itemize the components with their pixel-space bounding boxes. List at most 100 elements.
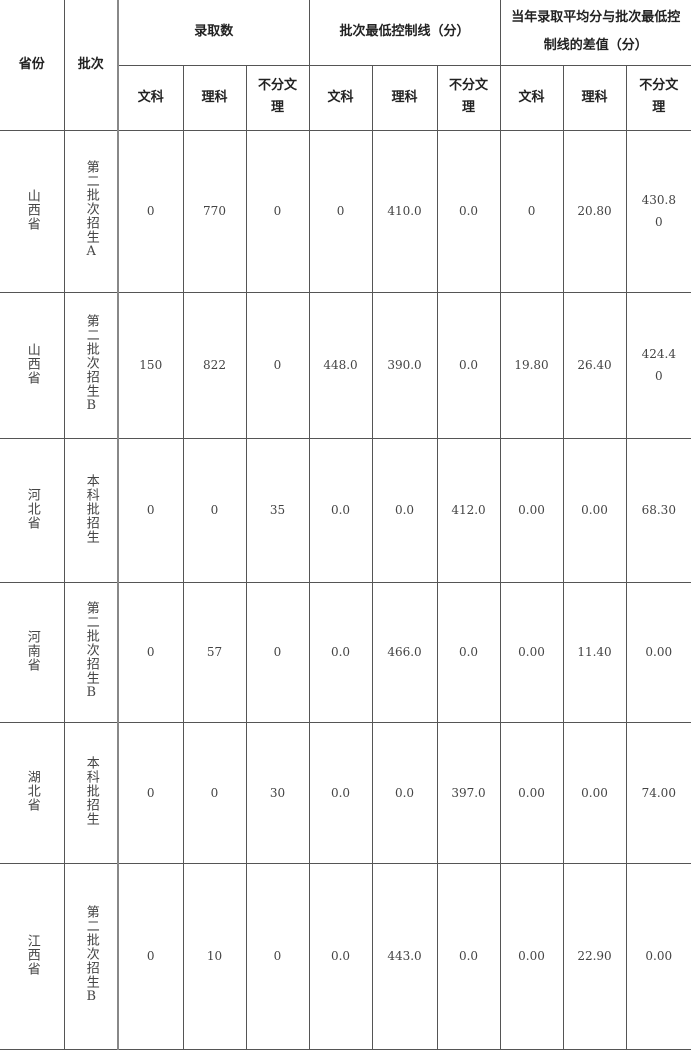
province-cell-text: 河北省 <box>24 487 40 530</box>
value-cell-text: 11.40 <box>577 645 612 659</box>
value-cell-text: 0.00 <box>645 645 673 659</box>
value-cell-text: 397.0 <box>451 785 486 800</box>
value-cell-text: 0.00 <box>518 949 545 963</box>
value-cell-text: 448.0 <box>323 358 358 372</box>
value-cell-text: 150 <box>139 358 163 372</box>
province-cell: 湖北省 <box>0 721 65 864</box>
value-cell: 20.80 <box>562 129 627 293</box>
value-cell-text: 412.0 <box>451 503 486 517</box>
value-cell-text: 30 <box>269 785 286 800</box>
value-cell: 0 <box>245 581 310 723</box>
value-cell-text: 0 <box>146 785 155 800</box>
value-cell-text: 0.00 <box>581 503 608 517</box>
value-cell-text: 0.0 <box>458 949 479 963</box>
value-cell: 0 <box>499 129 564 293</box>
header-subject-label: 不分文理 <box>639 77 679 115</box>
value-cell-text: 0.00 <box>645 949 673 963</box>
value-cell-text: 19.80 <box>514 358 549 372</box>
value-cell: 10 <box>182 862 247 1050</box>
value-cell: 30 <box>245 721 310 864</box>
province-cell-text: 江西省 <box>24 933 40 976</box>
header-subject-label: 不分文理 <box>449 77 489 115</box>
value-cell: 0.0 <box>436 581 501 723</box>
value-cell-text: 0.00 <box>581 785 608 800</box>
value-cell-text: 0.00 <box>518 503 545 517</box>
value-cell: 0 <box>117 437 184 583</box>
value-cell: 0 <box>117 721 184 864</box>
value-cell-text: 770 <box>203 204 226 218</box>
value-cell-text: 0.00 <box>518 645 545 659</box>
value-cell-text: 0 <box>273 949 282 963</box>
value-cell: 0.0 <box>436 291 501 439</box>
value-cell: 0 <box>117 581 184 723</box>
table-row: 山西省 第二批次招生A 0 770 0 0 410.0 0.0 0 20.80 430.80 <box>0 129 691 293</box>
value-cell: 0.0 <box>371 721 438 864</box>
batch-cell-text: 本科批招生 <box>83 473 99 544</box>
value-cell: 0.00 <box>499 721 564 864</box>
value-cell-text: 0.0 <box>394 785 415 800</box>
value-cell: 35 <box>245 437 310 583</box>
value-cell: 0.0 <box>308 437 373 583</box>
batch-cell: 本科批招生 <box>63 437 119 583</box>
batch-cell: 本科批招生 <box>63 721 119 864</box>
value-cell: 397.0 <box>436 721 501 864</box>
value-cell: 0.00 <box>499 581 564 723</box>
value-cell-text: 0.0 <box>394 503 415 517</box>
value-cell-text: 74.00 <box>641 785 676 800</box>
value-cell: 390.0 <box>371 291 438 439</box>
value-cell: 0.00 <box>625 862 691 1050</box>
value-cell-text: 0 <box>146 503 155 517</box>
batch-cell-text: 第二批次招生B <box>83 904 99 1005</box>
value-cell-text: 430.80 <box>641 193 676 229</box>
value-cell-text: 822 <box>203 358 226 372</box>
value-cell: 0.0 <box>308 581 373 723</box>
value-cell-text: 424.40 <box>641 347 676 383</box>
header-subject-label: 理科 <box>201 89 228 105</box>
value-cell: 0.0 <box>308 862 373 1050</box>
value-cell: 11.40 <box>562 581 627 723</box>
value-cell-text: 0 <box>273 358 282 372</box>
value-cell-text: 0 <box>210 785 219 800</box>
province-cell: 河北省 <box>0 437 65 583</box>
value-cell: 0 <box>245 862 310 1050</box>
header-row-groups: 省份 批次 录取数 批次最低控制线（分） 当年录取平均分与批次最低控制线的差值（… <box>0 0 691 131</box>
value-cell-text: 26.40 <box>577 358 612 372</box>
value-cell-text: 390.0 <box>387 358 422 372</box>
value-cell: 430.80 <box>625 129 691 293</box>
value-cell: 410.0 <box>371 129 438 293</box>
value-cell-text: 22.90 <box>577 949 612 963</box>
value-cell-text: 0.0 <box>458 358 479 372</box>
value-cell-text: 0 <box>273 204 282 218</box>
value-cell-text: 0 <box>146 645 155 659</box>
province-cell: 山西省 <box>0 129 65 293</box>
header-diff-text: 当年录取平均分与批次最低控制线的差值（分） <box>511 10 681 54</box>
value-cell-text: 0 <box>527 204 536 218</box>
value-cell: 424.40 <box>625 291 691 439</box>
value-cell: 412.0 <box>436 437 501 583</box>
header-subject-label: 理科 <box>581 89 608 105</box>
value-cell-text: 0 <box>146 949 155 963</box>
value-cell-text: 0.0 <box>330 785 351 800</box>
header-subject: 文科 <box>308 64 373 131</box>
province-cell: 河南省 <box>0 581 65 723</box>
value-cell-text: 68.30 <box>641 503 676 517</box>
value-cell-text: 20.80 <box>577 204 612 218</box>
batch-cell-text: 第二批次招生A <box>83 159 99 260</box>
header-row-subjects: 文科 理科 不分文理 文科 理科 不分文理 文科 理科 不分文理 <box>0 64 691 131</box>
value-cell: 19.80 <box>499 291 564 439</box>
value-cell: 0.00 <box>562 721 627 864</box>
value-cell: 74.00 <box>625 721 691 864</box>
value-cell: 0 <box>245 129 310 293</box>
table-row: 河北省 本科批招生 0 0 35 0.0 0.0 412.0 0.00 0.00 68.30 <box>0 437 691 583</box>
value-cell: 0 <box>117 129 184 293</box>
header-subject: 理科 <box>182 64 247 131</box>
value-cell: 0.0 <box>371 437 438 583</box>
value-cell: 150 <box>117 291 184 439</box>
header-batch: 批次 <box>63 0 119 131</box>
value-cell-text: 466.0 <box>387 645 422 659</box>
value-cell: 68.30 <box>625 437 691 583</box>
table-row: 河南省 第二批次招生B 0 57 0 0.0 466.0 0.0 0.00 11.40 0.00 <box>0 581 691 723</box>
value-cell: 57 <box>182 581 247 723</box>
value-cell-text: 0 <box>146 204 155 218</box>
header-subject: 不分文理 <box>625 64 691 131</box>
